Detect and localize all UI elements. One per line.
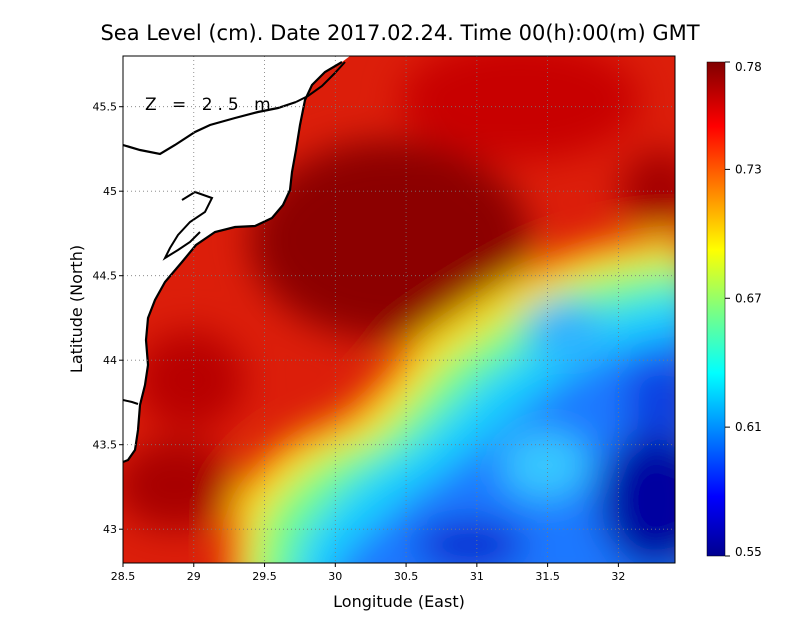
field-blobs — [123, 56, 675, 563]
y-axis-label: Latitude (North) — [67, 245, 86, 373]
colorbar-ticks: 0.78 0.73 0.67 0.61 0.55 — [725, 60, 762, 559]
colorbar-tick-label: 0.61 — [735, 420, 762, 434]
y-tick-label: 43 — [103, 523, 117, 536]
colorbar-tick-label: 0.55 — [735, 545, 762, 559]
lagoon-outline — [162, 190, 214, 261]
coastline-inland — [123, 100, 297, 156]
x-tick-label: 30.5 — [394, 570, 419, 583]
x-tick-label: 30 — [328, 570, 342, 583]
x-tick-label: 31.5 — [535, 570, 560, 583]
x-ticks: 28.5 29 29.5 30 30.5 31 31.5 32 — [111, 563, 625, 583]
plot-frame — [122, 55, 676, 564]
colorbar-tick-label: 0.73 — [735, 162, 762, 176]
y-tick-label: 45.5 — [93, 101, 118, 114]
y-tick-label: 43.5 — [93, 439, 118, 452]
deep-red-core — [250, 140, 530, 340]
depth-annotation: Z = 2.5 m — [145, 95, 276, 115]
x-tick-label: 28.5 — [111, 570, 136, 583]
dark-blue-east — [625, 360, 675, 440]
deep-red-south — [123, 440, 235, 530]
colorbar-tick-label: 0.78 — [735, 60, 762, 74]
light-eddy-2 — [525, 300, 605, 360]
x-tick-label: 29 — [187, 570, 201, 583]
colorbar — [706, 61, 726, 557]
deep-red-west — [135, 330, 245, 430]
x-tick-label: 32 — [611, 570, 625, 583]
y-ticks: 43 43.5 44 44.5 45 45.5 — [93, 101, 123, 536]
dark-blue-southeast — [600, 430, 675, 563]
x-tick-label: 29.5 — [252, 570, 277, 583]
y-tick-label: 45 — [103, 185, 117, 198]
deep-red-northeast — [620, 150, 675, 230]
chart-title: Sea Level (cm). Date 2017.02.24. Time 00… — [100, 21, 699, 45]
light-eddy — [500, 430, 590, 500]
land-mask — [123, 56, 350, 462]
x-tick-label: 31 — [470, 570, 484, 583]
x-axis-label: Longitude (East) — [333, 592, 465, 611]
colorbar-tick-label: 0.67 — [735, 291, 762, 305]
estuary-outline — [295, 61, 346, 103]
sea-level-field — [123, 56, 675, 563]
west-river — [123, 399, 139, 405]
coastline — [123, 61, 343, 464]
y-tick-label: 44.5 — [93, 270, 118, 283]
y-tick-label: 44 — [103, 354, 117, 367]
grid — [123, 56, 675, 563]
dark-blue-south — [415, 520, 525, 563]
red-north — [400, 56, 640, 160]
